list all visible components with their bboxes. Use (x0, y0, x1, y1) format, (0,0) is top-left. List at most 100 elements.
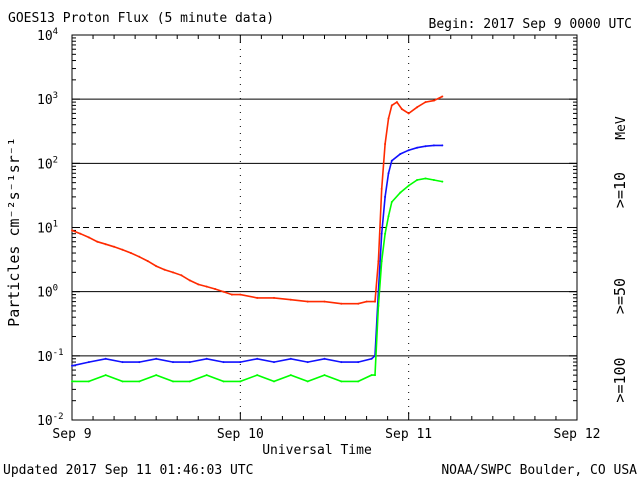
series-point-0 (87, 236, 90, 239)
series-point-2 (357, 380, 360, 383)
series-point-1 (104, 357, 107, 360)
y-tick-label: 101 (37, 220, 58, 237)
series-point-2 (172, 380, 174, 383)
series-point-2 (205, 374, 208, 377)
series-point-2 (424, 177, 427, 180)
series-point-1 (138, 361, 141, 364)
legend-label: >=50 (611, 278, 629, 314)
series-point-0 (121, 248, 124, 251)
series-point-0 (214, 288, 217, 290)
series-point-0 (205, 285, 208, 288)
series-point-0 (180, 274, 183, 277)
x-axis-label: Universal Time (262, 443, 372, 458)
updated-footer: Updated 2017 Sep 11 01:46:03 UTC (3, 463, 253, 478)
series-point-2 (188, 380, 191, 383)
series-point-2 (323, 374, 326, 377)
series-point-2 (306, 380, 309, 383)
series-point-0 (395, 101, 398, 104)
series-point-2 (289, 374, 292, 377)
series-point-0 (138, 255, 141, 258)
series-point-2 (87, 380, 90, 383)
plot-area: Sep 9 Sep 10 Sep 11 Sep 12 10-2 10-1 100 101 102… (37, 27, 600, 442)
series-point-1 (289, 357, 292, 360)
series-point-2 (71, 380, 73, 383)
series-point-1 (407, 149, 410, 152)
series-point-0 (374, 300, 376, 303)
series-point-2 (340, 380, 343, 383)
series-point-0 (71, 229, 73, 232)
series-point-0 (390, 104, 393, 107)
series-point-2 (239, 380, 242, 383)
series-point-1 (239, 361, 242, 364)
series-point-0 (79, 232, 82, 235)
source-footer: NOAA/SWPC Boulder, CO USA (441, 463, 637, 478)
series-point-1 (256, 357, 259, 360)
series-point-2 (121, 380, 124, 383)
series-point-0 (239, 293, 242, 296)
begin-label: Begin: 2017 Sep 9 0000 UTC (429, 17, 633, 32)
series-point-0 (256, 296, 259, 299)
series-point-0 (365, 300, 368, 303)
y-tick-label: 102 (37, 155, 58, 172)
legend-label: >=10 (611, 172, 629, 208)
series-point-2 (222, 380, 225, 383)
x-tick-label: Sep 10 (217, 427, 264, 442)
series-point-0 (188, 279, 191, 282)
x-tick-label: Sep 12 (554, 427, 601, 442)
series-point-2 (273, 380, 275, 383)
series-point-0 (306, 300, 309, 303)
series-point-0 (197, 283, 200, 286)
series-point-2 (407, 184, 410, 187)
series-point-1 (121, 361, 124, 364)
series-point-0 (104, 243, 107, 246)
series-point-0 (230, 293, 233, 296)
series-point-0 (129, 252, 132, 254)
series-point-0 (340, 302, 343, 305)
y-axis-label: Particles cm⁻²s⁻¹sr⁻¹ (5, 137, 23, 327)
series-point-0 (407, 112, 410, 115)
series-point-2 (441, 180, 444, 183)
x-tick-label: Sep 9 (52, 427, 91, 442)
series-point-1 (399, 153, 402, 155)
series-point-2 (256, 374, 259, 377)
series-point-0 (384, 143, 387, 145)
series-point-0 (400, 108, 403, 111)
y-tick-label: 103 (37, 91, 58, 108)
series-point-1 (441, 144, 444, 147)
series-point-2 (390, 201, 393, 203)
series-point-1 (380, 232, 383, 235)
series-point-1 (306, 361, 309, 364)
y-tick-label: 10-1 (37, 348, 64, 365)
series-point-1 (155, 357, 158, 360)
series-point-1 (424, 145, 427, 148)
series-point-0 (163, 268, 166, 271)
y-tick-label: 10-2 (37, 412, 64, 429)
series-point-0 (357, 302, 360, 305)
series-point-2 (380, 260, 383, 263)
series-point-0 (273, 296, 275, 299)
series-point-1 (384, 195, 387, 198)
series-point-1 (188, 361, 191, 364)
series-point-0 (113, 245, 116, 248)
legend: >=10 >=50 >=100 MeV (611, 116, 629, 402)
series-point-0 (416, 106, 419, 109)
series-point-0 (155, 265, 158, 268)
series-point-1 (416, 146, 419, 149)
series-point-0 (289, 298, 292, 301)
series-point-2 (377, 304, 380, 307)
x-tick-label: Sep 11 (385, 427, 432, 442)
series-point-1 (87, 361, 90, 364)
series-point-0 (323, 300, 326, 303)
series-point-2 (387, 215, 390, 218)
series-point-0 (172, 271, 174, 274)
chart-title: GOES13 Proton Flux (5 minute data) (8, 11, 274, 26)
series-point-1 (432, 144, 435, 147)
series-point-1 (222, 361, 225, 364)
series-point-2 (399, 191, 402, 194)
series-point-2 (138, 380, 141, 383)
series-point-2 (416, 179, 419, 181)
series-point-2 (384, 232, 387, 235)
series-point-0 (96, 240, 99, 243)
